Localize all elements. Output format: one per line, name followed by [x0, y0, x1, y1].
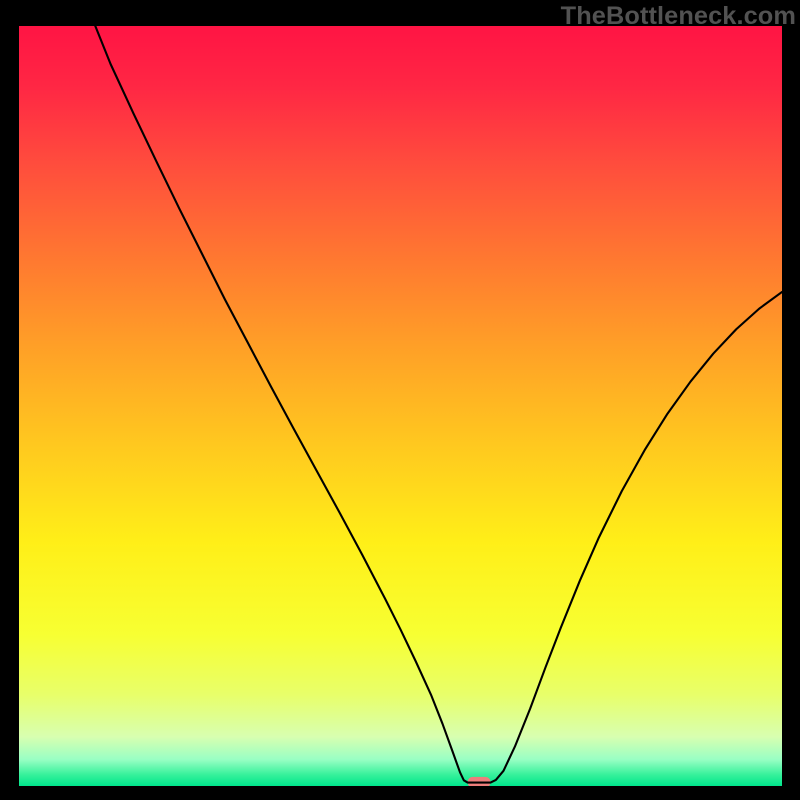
chart-svg	[19, 26, 782, 786]
chart-background	[19, 26, 782, 786]
bottleneck-chart	[19, 26, 782, 786]
optimum-marker	[468, 777, 491, 786]
